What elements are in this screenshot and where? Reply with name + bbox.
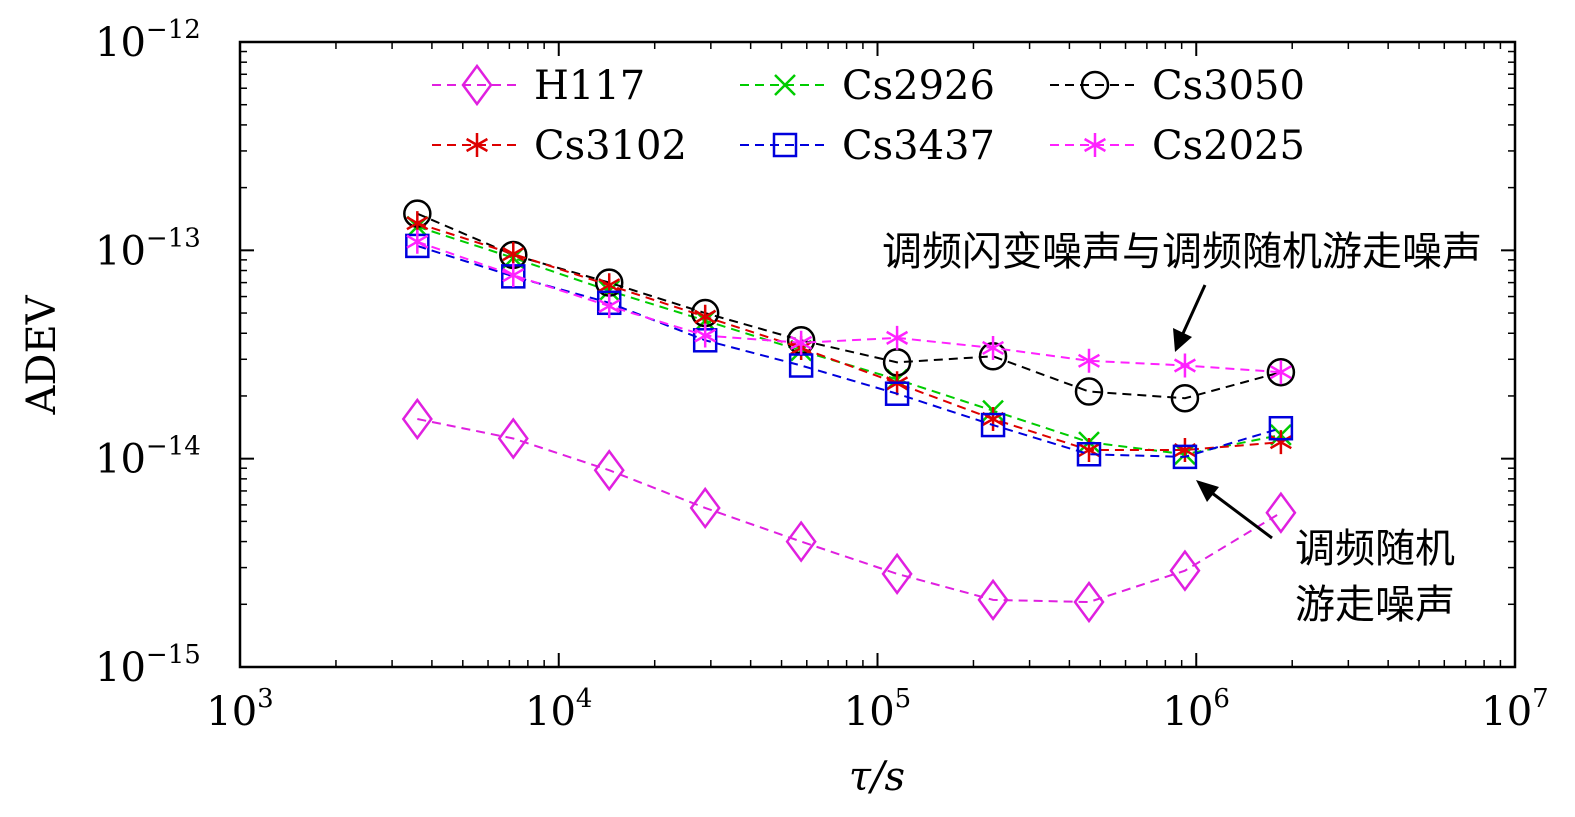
data-point-cs2025-2	[598, 294, 621, 319]
data-point-h117-0	[401, 397, 433, 441]
y-tick-label-3: 10−15	[95, 640, 201, 691]
annotation-randomwalk-arrowhead	[1196, 480, 1219, 502]
x-tick-label-4: 107	[1481, 684, 1548, 735]
legend-item-cs3437: Cs3437	[740, 123, 995, 169]
x-tick-label-2: 105	[844, 684, 911, 735]
x-tick-label-3: 106	[1163, 684, 1230, 735]
data-point-cs2025-6	[982, 335, 1005, 360]
data-point-cs3437-5	[884, 381, 910, 406]
annotation-randomwalk: 调频随机 游走噪声	[1196, 480, 1455, 628]
y-tick-label-0: 10−12	[95, 15, 201, 66]
data-point-cs2025-7	[1077, 348, 1101, 373]
data-point-cs2025-5	[886, 325, 909, 350]
legend-marker-cs2926	[774, 74, 796, 96]
legend-label-cs3437: Cs3437	[842, 123, 995, 169]
data-point-cs2025-8	[1173, 353, 1196, 378]
ticks-layer: 103 104 105 106 107 10−12 10−13 10−14 10−15	[95, 15, 1549, 735]
data-point-cs3102-1	[502, 242, 525, 267]
annotation-flicker-text: 调频闪变噪声与调频随机游走噪声	[882, 229, 1482, 275]
data-point-cs2025-9	[1269, 360, 1292, 385]
x-tick-label-0: 103	[206, 684, 273, 735]
data-point-cs3437-9	[1268, 415, 1294, 441]
series-line-cs2025	[416, 240, 1281, 374]
data-point-h117-3	[689, 486, 721, 530]
annotation-flicker-arrow	[1178, 284, 1207, 341]
legend-item-cs2926: Cs2926	[740, 63, 995, 109]
series-h117	[401, 397, 1297, 624]
data-point-cs2025-4	[790, 330, 813, 355]
annotation-flicker-arrowhead	[1173, 328, 1192, 352]
legend-item-h117: H117	[432, 63, 645, 109]
series-line-cs3102	[417, 222, 1281, 452]
legend-label-cs2025: Cs2025	[1152, 123, 1305, 169]
y-axis-title: ADEV	[19, 294, 65, 415]
data-point-h117-7	[1073, 580, 1105, 624]
data-point-h117-6	[977, 578, 1009, 621]
data-point-h117-5	[881, 552, 913, 595]
annotation-randomwalk-text-line2: 游走噪声	[1295, 582, 1455, 628]
legend-marker-cs3102	[465, 133, 489, 157]
series-layer	[401, 199, 1297, 624]
legend-label-cs3050: Cs3050	[1152, 63, 1305, 109]
legend-item-cs2025: Cs2025	[1050, 123, 1305, 169]
series-line-h117	[417, 418, 1282, 604]
legend-label-cs2926: Cs2926	[842, 63, 995, 109]
legend-label-h117: H117	[534, 63, 645, 109]
x-tick-label-1: 104	[525, 684, 592, 735]
data-point-cs3437-6	[980, 412, 1006, 438]
legend-item-cs3102: Cs3102	[432, 123, 687, 169]
annotation-randomwalk-arrow	[1207, 488, 1273, 540]
data-point-cs3050-7	[1074, 377, 1104, 406]
data-point-h117-4	[785, 520, 817, 563]
y-tick-label-2: 10−14	[95, 432, 201, 483]
data-point-h117-1	[497, 417, 529, 460]
legend: H117 Cs2926 Cs3050 Cs3102 Cs3437 Cs2025	[432, 63, 1305, 169]
data-point-h117-8	[1169, 549, 1201, 592]
series-cs2025	[406, 229, 1292, 385]
legend-marker-h117	[461, 63, 493, 107]
legend-item-cs3050: Cs3050	[1050, 63, 1305, 109]
data-point-cs2025-0	[406, 229, 429, 254]
annotation-randomwalk-text-line1: 调频随机	[1295, 526, 1455, 572]
legend-marker-cs2025	[1083, 133, 1107, 157]
data-point-cs3050-8	[1170, 383, 1200, 413]
data-point-cs2025-1	[502, 263, 525, 288]
data-point-cs2025-3	[694, 323, 717, 348]
data-point-cs3437-7	[1076, 442, 1102, 467]
legend-marker-cs3437	[772, 132, 798, 158]
x-axis-title: τ/s	[849, 754, 905, 800]
y-tick-label-1: 10−13	[95, 223, 201, 274]
data-point-cs3050-9	[1266, 357, 1296, 387]
annotation-flicker: 调频闪变噪声与调频随机游走噪声	[882, 229, 1482, 352]
legend-label-cs3102: Cs3102	[534, 123, 687, 169]
data-point-cs3437-8	[1172, 444, 1198, 470]
data-point-h117-2	[593, 449, 625, 492]
legend-marker-cs3050	[1080, 70, 1110, 100]
data-point-cs3102-2	[598, 273, 621, 298]
data-point-h117-9	[1265, 491, 1297, 534]
